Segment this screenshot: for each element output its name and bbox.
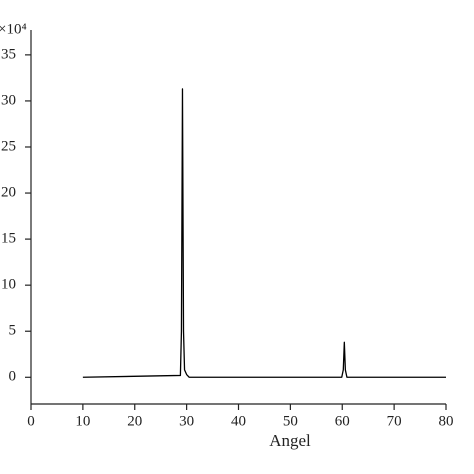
x-tick-label: 80 [439, 413, 454, 429]
x-tick-label: 40 [231, 413, 246, 429]
x-tick-label: 50 [283, 413, 298, 429]
y-tick-label: 30 [1, 92, 16, 108]
y-tick-label: 15 [1, 231, 16, 247]
y-tick-label: 10 [1, 277, 16, 293]
y-tick-label: 25 [1, 138, 16, 154]
x-axis-label: Angel [269, 431, 311, 450]
y-tick-label: 20 [1, 184, 16, 200]
x-tick-label: 0 [27, 413, 35, 429]
y-multiplier: ×10⁴ [0, 21, 27, 37]
y-tick-label: 35 [1, 46, 16, 62]
y-tick-label: 0 [9, 369, 17, 385]
x-tick-label: 30 [179, 413, 194, 429]
x-tick-label: 60 [335, 413, 350, 429]
data-line [82, 88, 446, 378]
x-tick-label: 20 [127, 413, 142, 429]
y-tick-label: 5 [9, 323, 17, 339]
x-tick-label: 70 [387, 413, 402, 429]
x-tick-label: 10 [75, 413, 90, 429]
